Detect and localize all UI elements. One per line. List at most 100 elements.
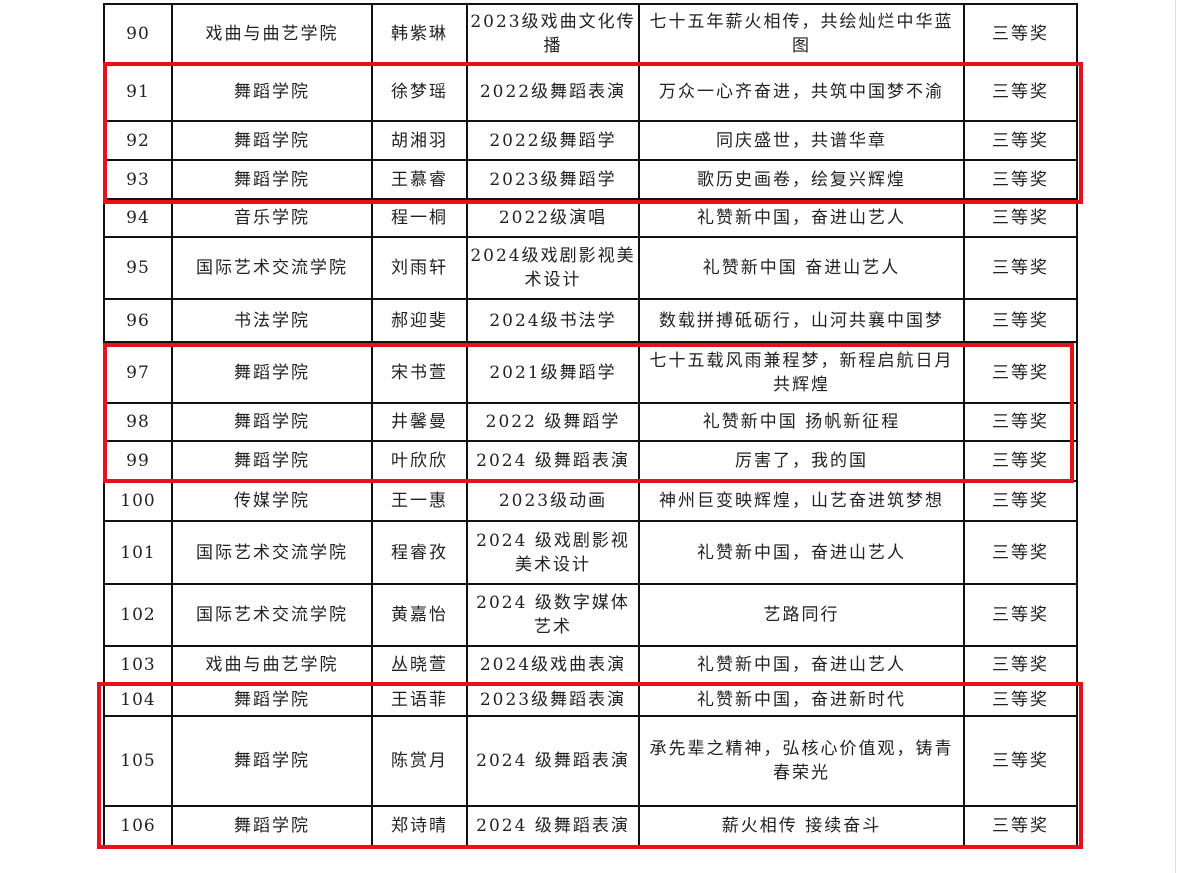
row-number: 94 [103,198,173,238]
award-cell: 三等奖 [963,341,1078,404]
class-cell: 2022级舞蹈表演 [466,62,640,122]
work-title-cell: 礼赞新中国 扬帆新征程 [638,402,965,442]
class-cell: 2021级舞蹈学 [466,341,640,404]
work-title-cell: 神州巨变映辉煌，山艺奋进筑梦想 [638,480,965,522]
class-cell: 2024级戏曲表演 [466,645,640,685]
name-cell: 徐梦瑶 [371,62,468,122]
row-number: 101 [103,520,173,585]
college-cell: 戏曲与曲艺学院 [171,645,373,685]
college-cell: 国际艺术交流学院 [171,520,373,585]
name-cell: 郝迎斐 [371,298,468,343]
table-row: 96 书法学院 郝迎斐 2024级书法学 数载拼搏砥砺行，山河共襄中国梦 三等奖 [103,298,1078,343]
work-title-cell: 礼赞新中国，奋进新时代 [638,683,965,717]
row-number: 97 [103,341,173,404]
table-row: 100 传媒学院 王一惠 2023级动画 神州巨变映辉煌，山艺奋进筑梦想 三等奖 [103,480,1078,522]
award-cell: 三等奖 [963,402,1078,442]
row-number: 103 [103,645,173,685]
name-cell: 宋书萱 [371,341,468,404]
name-cell: 郑诗晴 [371,805,468,847]
table-row: 93 舞蹈学院 王慕睿 2023级舞蹈学 歌历史画卷，绘复兴辉煌 三等奖 [103,159,1078,200]
class-cell: 2024 级舞蹈表演 [466,440,640,482]
award-cell: 三等奖 [963,236,1078,300]
college-cell: 舞蹈学院 [171,715,373,807]
table-row: 94 音乐学院 程一桐 2022级演唱 礼赞新中国，奋进山艺人 三等奖 [103,198,1078,238]
table-row: 92 舞蹈学院 胡湘羽 2022级舞蹈学 同庆盛世，共谱华章 三等奖 [103,120,1078,161]
college-cell: 舞蹈学院 [171,120,373,161]
work-title-cell: 礼赞新中国，奋进山艺人 [638,645,965,685]
row-number: 90 [103,3,173,64]
award-cell: 三等奖 [963,480,1078,522]
table-row: 95 国际艺术交流学院 刘雨轩 2024级戏剧影视美术设计 礼赞新中国 奋进山艺人 三等奖 [103,236,1078,300]
award-cell: 三等奖 [963,298,1078,343]
row-number: 98 [103,402,173,442]
table-row: 101 国际艺术交流学院 程睿孜 2024 级戏剧影视美术设计 礼赞新中国，奋进山艺人三… [103,520,1078,585]
row-number: 102 [103,583,173,647]
name-cell: 程一桐 [371,198,468,238]
college-cell: 音乐学院 [171,198,373,238]
row-number: 93 [103,159,173,200]
row-number: 92 [103,120,173,161]
name-cell: 程睿孜 [371,520,468,585]
class-cell: 2024级戏剧影视美术设计 [466,236,640,300]
award-cell: 三等奖 [963,583,1078,647]
award-cell: 三等奖 [963,120,1078,161]
name-cell: 叶欣欣 [371,440,468,482]
college-cell: 舞蹈学院 [171,683,373,717]
award-cell: 三等奖 [963,520,1078,585]
class-cell: 2024 级舞蹈表演 [466,715,640,807]
work-title-cell: 礼赞新中国 奋进山艺人 [638,236,965,300]
class-cell: 2023级舞蹈学 [466,159,640,200]
name-cell: 黄嘉怡 [371,583,468,647]
award-cell: 三等奖 [963,683,1078,717]
name-cell: 王一惠 [371,480,468,522]
class-cell: 2024 级数字媒体艺术 [466,583,640,647]
row-number: 99 [103,440,173,482]
name-cell: 韩紫琳 [371,3,468,64]
award-cell: 三等奖 [963,715,1078,807]
class-cell: 2024 级戏剧影视美术设计 [466,520,640,585]
college-cell: 传媒学院 [171,480,373,522]
table-row: 91 舞蹈学院 徐梦瑶 2022级舞蹈表演 万众一心齐奋进，共筑中国梦不渝 三等奖 [103,62,1078,122]
name-cell: 丛晓萱 [371,645,468,685]
table-row: 102 国际艺术交流学院 黄嘉怡 2024 级数字媒体艺术 艺路同行 三等奖 [103,583,1078,647]
work-title-cell: 万众一心齐奋进，共筑中国梦不渝 [638,62,965,122]
college-cell: 国际艺术交流学院 [171,236,373,300]
name-cell: 陈赏月 [371,715,468,807]
college-cell: 国际艺术交流学院 [171,583,373,647]
name-cell: 胡湘羽 [371,120,468,161]
award-cell: 三等奖 [963,805,1078,847]
name-cell: 王语菲 [371,683,468,717]
college-cell: 舞蹈学院 [171,62,373,122]
table-row: 90 戏曲与曲艺学院 韩紫琳 2023级戏曲文化传播 七十五年薪火相传，共绘灿烂中华蓝图… [103,3,1078,64]
row-number: 105 [103,715,173,807]
table-row: 97 舞蹈学院 宋书萱 2021级舞蹈学 七十五载风雨兼程梦，新程启航日月共辉煌 三等奖 [103,341,1078,404]
class-cell: 2023级戏曲文化传播 [466,3,640,64]
name-cell: 王慕睿 [371,159,468,200]
row-number: 104 [103,683,173,717]
row-number: 91 [103,62,173,122]
row-number: 106 [103,805,173,847]
work-title-cell: 同庆盛世，共谱华章 [638,120,965,161]
college-cell: 戏曲与曲艺学院 [171,3,373,64]
class-cell: 2024级书法学 [466,298,640,343]
work-title-cell: 厉害了，我的国 [638,440,965,482]
class-cell: 2023级舞蹈表演 [466,683,640,717]
table-row: 98 舞蹈学院 井馨曼 2022 级舞蹈学 礼赞新中国 扬帆新征程 三等奖 [103,402,1078,442]
award-cell: 三等奖 [963,159,1078,200]
college-cell: 书法学院 [171,298,373,343]
award-cell: 三等奖 [963,198,1078,238]
award-cell: 三等奖 [963,3,1078,64]
work-title-cell: 七十五年薪火相传，共绘灿烂中华蓝图 [638,3,965,64]
name-cell: 井馨曼 [371,402,468,442]
page-edge [1175,0,1176,873]
class-cell: 2024 级舞蹈表演 [466,805,640,847]
work-title-cell: 艺路同行 [638,583,965,647]
class-cell: 2022级演唱 [466,198,640,238]
college-cell: 舞蹈学院 [171,159,373,200]
work-title-cell: 歌历史画卷，绘复兴辉煌 [638,159,965,200]
college-cell: 舞蹈学院 [171,341,373,404]
name-cell: 刘雨轩 [371,236,468,300]
work-title-cell: 数载拼搏砥砺行，山河共襄中国梦 [638,298,965,343]
table-row: 104 舞蹈学院 王语菲 2023级舞蹈表演 礼赞新中国，奋进新时代 三等奖 [103,683,1078,717]
row-number: 100 [103,480,173,522]
